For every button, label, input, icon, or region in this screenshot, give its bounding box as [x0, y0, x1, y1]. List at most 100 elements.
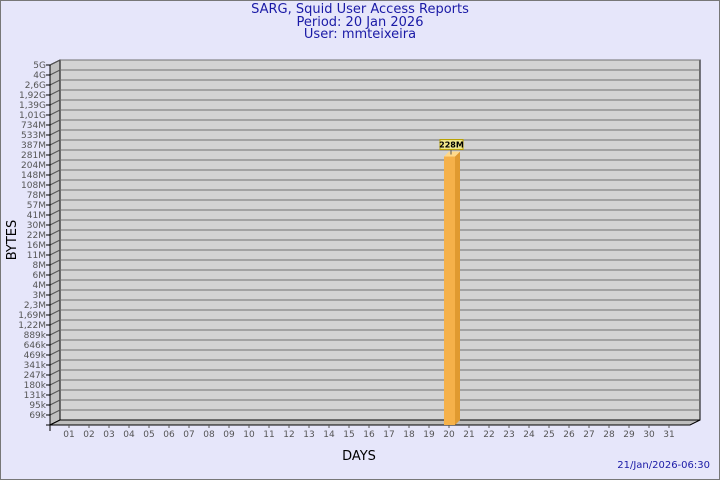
x-axis-label: DAYS — [342, 449, 376, 464]
gridline-side — [49, 269, 61, 276]
gridline-side — [49, 119, 61, 126]
y-tick-label: 131k — [24, 391, 47, 401]
x-tick-label: 25 — [543, 430, 554, 440]
gridline-side — [49, 69, 61, 76]
y-tick-label: 387M — [21, 141, 46, 151]
x-tick-label: 24 — [523, 430, 535, 440]
x-tick-label: 13 — [303, 430, 314, 440]
y-tick-label: 95k — [29, 401, 46, 411]
gridline-side — [49, 399, 61, 406]
y-tick-label: 78M — [27, 191, 46, 201]
y-tick-label: 108M — [21, 181, 46, 191]
y-tick-label: 2,3M — [24, 301, 46, 311]
y-tick-label: 646k — [24, 341, 47, 351]
gridline-side — [49, 229, 61, 236]
gridline-side — [49, 339, 61, 346]
gridline-side — [49, 219, 61, 226]
x-tick-label: 27 — [583, 430, 594, 440]
y-tick-label: 1,22M — [18, 321, 46, 331]
x-tick-label: 03 — [103, 430, 114, 440]
gridline-side — [49, 279, 61, 286]
x-tick-label: 14 — [323, 430, 335, 440]
gridline-side — [49, 209, 61, 216]
y-tick-label: 180k — [24, 381, 47, 391]
x-tick-label: 02 — [83, 430, 94, 440]
x-tick-label: 31 — [663, 430, 674, 440]
y-tick-label: 6M — [33, 271, 47, 281]
y-tick-label: 469k — [24, 351, 47, 361]
bar — [444, 156, 455, 426]
y-tick-label: 2,6G — [25, 81, 46, 91]
gridline-side — [49, 199, 61, 206]
gridline-side — [49, 349, 61, 356]
x-tick-label: 20 — [443, 430, 455, 440]
x-tick-label: 01 — [63, 430, 74, 440]
gridline-side — [49, 259, 61, 266]
x-tick-label: 16 — [363, 430, 375, 440]
gridline-side — [49, 179, 61, 186]
y-tick-label: 1,69M — [18, 311, 46, 321]
x-tick-label: 11 — [263, 430, 274, 440]
y-tick-label: 41M — [27, 211, 46, 221]
generated-timestamp: 21/Jan/2026-06:30 — [617, 460, 710, 471]
bar-side — [455, 151, 460, 426]
y-tick-label: 8M — [33, 261, 47, 271]
x-tick-label: 10 — [243, 430, 255, 440]
gridline-side — [49, 409, 61, 416]
x-tick-label: 26 — [563, 430, 575, 440]
y-tick-label: 1,01G — [19, 111, 46, 121]
chart-user: User: mmteixeira — [303, 27, 417, 42]
bar-value-label-box — [439, 139, 464, 151]
x-tick-label: 12 — [283, 430, 294, 440]
x-tick-label: 09 — [223, 430, 235, 440]
x-tick-label: 08 — [203, 430, 215, 440]
y-tick-label: 889k — [24, 331, 47, 341]
gridline-side — [49, 149, 61, 156]
gridline-side — [49, 319, 61, 326]
x-tick-label: 07 — [183, 430, 194, 440]
y-tick-label: 281M — [21, 151, 46, 161]
y-tick-label: 341k — [24, 361, 47, 371]
y-tick-label: 247k — [24, 371, 47, 381]
y-tick-label: 4M — [33, 281, 47, 291]
x-tick-label: 15 — [343, 430, 354, 440]
x-tick-label: 29 — [623, 430, 635, 440]
y-tick-label: 533M — [21, 131, 46, 141]
y-tick-label: 69k — [29, 411, 46, 421]
y-tick-label: 11M — [27, 251, 46, 261]
y-tick-label: 734M — [21, 121, 46, 131]
x-tick-label: 22 — [483, 430, 494, 440]
gridline-side — [49, 169, 61, 176]
gridline-side — [49, 99, 61, 106]
y-tick-label: 3M — [33, 291, 47, 301]
x-tick-label: 28 — [603, 430, 615, 440]
x-tick-label: 06 — [163, 430, 175, 440]
x-tick-label: 18 — [403, 430, 415, 440]
x-tick-label: 05 — [143, 430, 154, 440]
gridline-side — [49, 309, 61, 316]
y-tick-label: 16M — [27, 241, 46, 251]
gridline-side — [49, 129, 61, 136]
gridline-side — [49, 359, 61, 366]
chart-period: Period: 20 Jan 2026 — [296, 15, 424, 30]
gridline-side — [49, 379, 61, 386]
y-axis-label: BYTES — [5, 220, 20, 261]
gridline-side — [49, 329, 61, 336]
y-tick-label: 204M — [21, 161, 46, 171]
x-tick-label: 21 — [463, 430, 474, 440]
gridline-side — [49, 159, 61, 166]
x-tick-label: 19 — [423, 430, 435, 440]
gridline-side — [49, 369, 61, 376]
y-tick-label: 5G — [33, 61, 46, 71]
x-tick-label: 23 — [503, 430, 514, 440]
x-tick-label: 30 — [643, 430, 655, 440]
x-tick-label: 17 — [383, 430, 394, 440]
gridline-side — [49, 139, 61, 146]
gridline-side — [49, 109, 61, 116]
bar-value-label: 228M — [439, 141, 464, 150]
x-tick-label: 04 — [123, 430, 135, 440]
gridline-side — [49, 79, 61, 86]
y-tick-label: 30M — [27, 221, 46, 231]
gridline-side — [49, 389, 61, 396]
